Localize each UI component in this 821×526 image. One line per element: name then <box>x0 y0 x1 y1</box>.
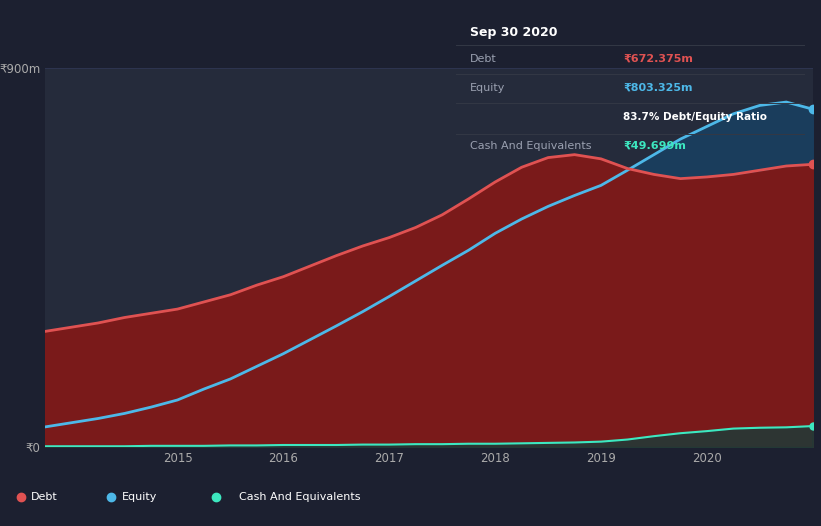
Text: Equity: Equity <box>122 492 157 502</box>
Text: ₹672.375m: ₹672.375m <box>623 54 693 64</box>
Text: Sep 30 2020: Sep 30 2020 <box>470 26 557 39</box>
Text: ₹49.699m: ₹49.699m <box>623 141 686 151</box>
Text: Equity: Equity <box>470 83 505 93</box>
Text: Cash And Equivalents: Cash And Equivalents <box>470 141 591 151</box>
Text: 83.7% Debt/Equity Ratio: 83.7% Debt/Equity Ratio <box>623 112 767 122</box>
Text: Debt: Debt <box>31 492 58 502</box>
Text: Debt: Debt <box>470 54 497 64</box>
Text: Cash And Equivalents: Cash And Equivalents <box>240 492 361 502</box>
Text: ₹803.325m: ₹803.325m <box>623 83 693 93</box>
